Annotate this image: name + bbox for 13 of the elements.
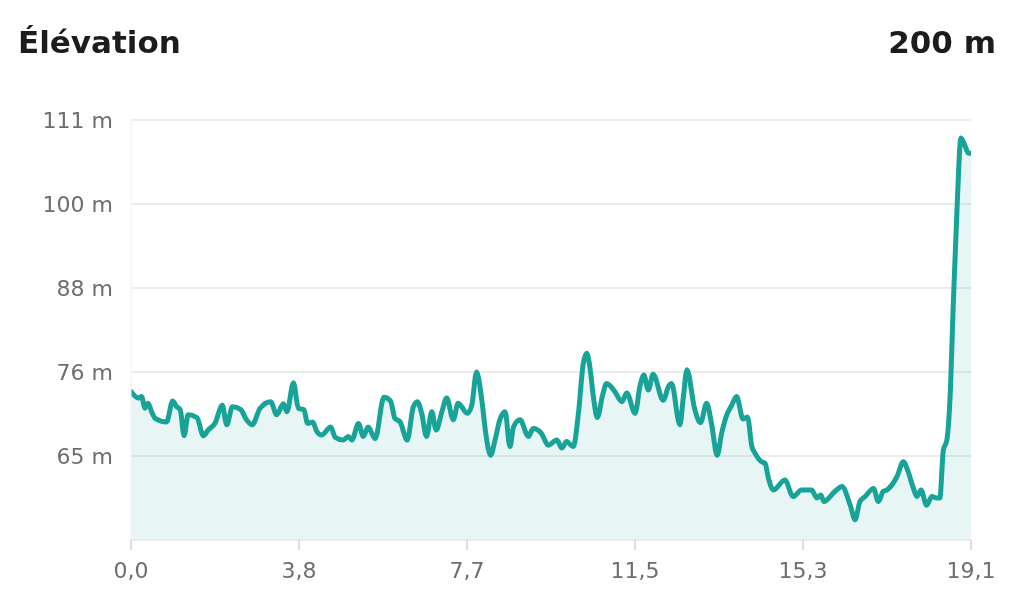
x-tick-label: 15,3 [778, 557, 828, 583]
x-tick-label: 7,7 [449, 557, 485, 583]
y-tick-label: 65 m [56, 443, 113, 469]
y-tick-label: 111 m [42, 107, 113, 133]
chart-title: Élévation [18, 23, 181, 62]
x-tick-label: 19,1 [946, 557, 996, 583]
y-tick-label: 88 m [56, 275, 113, 301]
chart-subtitle: 200 m [888, 23, 996, 62]
x-tick-label: 11,5 [610, 557, 660, 583]
y-tick-label: 100 m [42, 191, 113, 217]
x-tick-label: 3,8 [281, 557, 317, 583]
y-tick-label: 76 m [56, 359, 113, 385]
x-tick-label: 0,0 [113, 557, 149, 583]
